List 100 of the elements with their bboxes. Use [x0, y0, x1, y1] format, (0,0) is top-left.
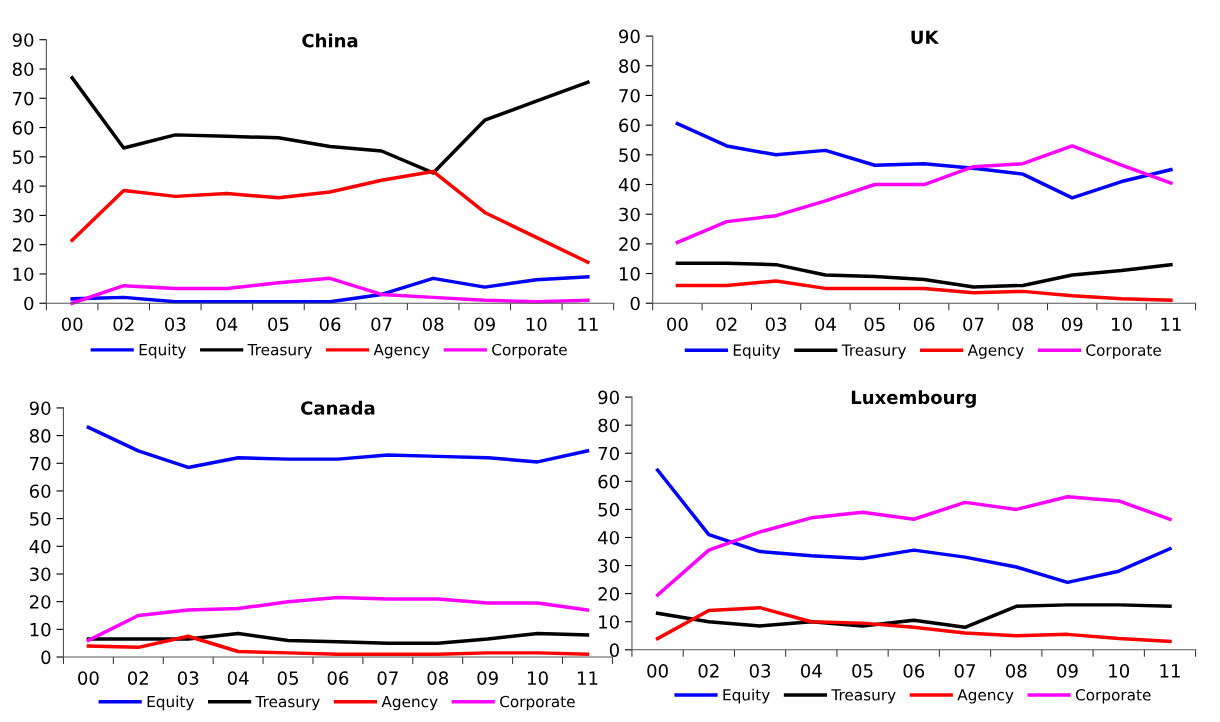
x-tick-label: 11 — [578, 317, 598, 331]
y-tick-label: 30 — [12, 208, 34, 223]
y-tick-label: 10 — [30, 622, 51, 637]
y-tick-label: 40 — [618, 177, 640, 192]
legend-label: Treasury — [841, 344, 907, 359]
line-series — [675, 121, 1173, 200]
x-tick-label: 08 — [1012, 317, 1034, 332]
y-tick-label: 40 — [29, 539, 51, 554]
y-tick-label: 20 — [598, 587, 619, 601]
line-series — [70, 76, 590, 175]
y-tick-label: 30 — [619, 207, 640, 222]
x-tick-label: 10 — [1109, 664, 1130, 678]
y-tick-label: 40 — [12, 179, 34, 194]
y-tick-label: 30 — [30, 567, 51, 582]
x-tick-label: 08 — [427, 671, 449, 685]
x-tick-label: 03 — [749, 664, 771, 678]
y-tick-label: 0 — [24, 296, 34, 311]
legend-label: Equity — [733, 344, 781, 359]
legend-label: Corporate — [1075, 689, 1151, 704]
x-tick-label: 02 — [716, 317, 737, 332]
legend-label: Corporate — [492, 343, 567, 359]
x-tick-label: 09 — [474, 317, 495, 332]
legend-label: Corporate — [500, 695, 575, 711]
y-tick-label: 10 — [599, 615, 619, 629]
line-series — [675, 144, 1173, 245]
x-tick-label: 03 — [765, 317, 787, 332]
legend-label: Treasury — [831, 689, 896, 704]
x-tick-label: 10 — [528, 671, 548, 685]
x-tick-label: 11 — [577, 671, 598, 685]
line-series — [675, 261, 1173, 289]
y-tick-label: 60 — [598, 474, 619, 489]
legend-label: Agency — [967, 344, 1024, 359]
legend-label: Equity — [139, 343, 187, 359]
x-tick-label: 07 — [963, 317, 984, 332]
legend-label: Treasury — [247, 344, 312, 359]
y-tick-label: 90 — [619, 29, 640, 44]
x-tick-label: 06 — [913, 317, 935, 332]
x-tick-label: 10 — [526, 317, 547, 332]
x-tick-label: 03 — [177, 671, 199, 685]
chart-title: Canada — [301, 400, 375, 415]
x-tick-label: 05 — [268, 317, 289, 332]
x-tick-label: 04 — [227, 671, 249, 685]
y-tick-label: 80 — [29, 429, 51, 443]
chart-title: Luxembourg — [851, 390, 976, 408]
legend-label: Equity — [723, 688, 770, 704]
legend-label: Agency — [373, 344, 430, 359]
legend-label: Agency — [381, 695, 438, 711]
line-series — [655, 495, 1172, 597]
x-tick-label: 02 — [128, 671, 148, 685]
x-tick-label: 06 — [903, 664, 925, 678]
y-tick-label: 50 — [30, 512, 51, 526]
line-series — [86, 634, 590, 656]
chart-title: UK — [911, 30, 940, 45]
chart-title: China — [302, 33, 358, 48]
x-tick-label: 00 — [61, 317, 83, 332]
y-tick-label: 90 — [12, 33, 34, 47]
x-tick-label: 00 — [667, 317, 688, 332]
y-tick-label: 80 — [12, 62, 34, 77]
x-tick-label: 02 — [698, 664, 719, 678]
y-tick-label: 50 — [598, 502, 619, 517]
x-tick-label: 05 — [852, 664, 873, 678]
x-tick-label: 09 — [477, 671, 498, 685]
y-tick-label: 30 — [598, 559, 619, 573]
y-tick-label: 70 — [30, 456, 51, 471]
x-tick-label: 03 — [164, 317, 186, 332]
x-tick-label: 00 — [647, 664, 668, 678]
y-tick-label: 20 — [12, 238, 34, 252]
line-series — [86, 425, 590, 470]
x-tick-label: 11 — [1161, 317, 1181, 331]
y-tick-label: 20 — [619, 237, 640, 251]
y-tick-label: 0 — [609, 643, 619, 657]
x-tick-label: 06 — [319, 317, 341, 332]
x-tick-label: 08 — [422, 317, 444, 332]
x-tick-label: 10 — [1112, 317, 1132, 332]
y-tick-label: 60 — [619, 118, 640, 133]
y-tick-label: 0 — [41, 650, 51, 665]
line-series — [675, 279, 1173, 303]
y-tick-label: 70 — [13, 91, 34, 106]
y-tick-label: 90 — [598, 390, 619, 405]
legend-label: Equity — [147, 695, 194, 711]
x-tick-label: 05 — [277, 671, 298, 685]
y-tick-label: 20 — [29, 595, 51, 609]
y-tick-label: 60 — [12, 121, 34, 135]
y-tick-label: 50 — [12, 150, 34, 164]
x-tick-label: 06 — [327, 671, 349, 685]
x-tick-label: 11 — [1160, 664, 1180, 678]
y-tick-label: 80 — [598, 418, 619, 433]
x-tick-label: 04 — [815, 317, 836, 332]
x-tick-label: 00 — [78, 671, 99, 685]
y-tick-label: 40 — [598, 530, 619, 545]
x-tick-label: 07 — [954, 664, 975, 678]
x-tick-label: 04 — [216, 317, 238, 332]
y-tick-label: 90 — [29, 401, 51, 416]
x-tick-label: 07 — [377, 671, 398, 685]
line-series — [655, 605, 1172, 644]
y-tick-label: 0 — [630, 296, 640, 311]
legend-label: Corporate — [1086, 344, 1161, 359]
line-series — [86, 631, 590, 645]
y-tick-label: 70 — [598, 446, 619, 461]
line-series — [86, 595, 590, 643]
